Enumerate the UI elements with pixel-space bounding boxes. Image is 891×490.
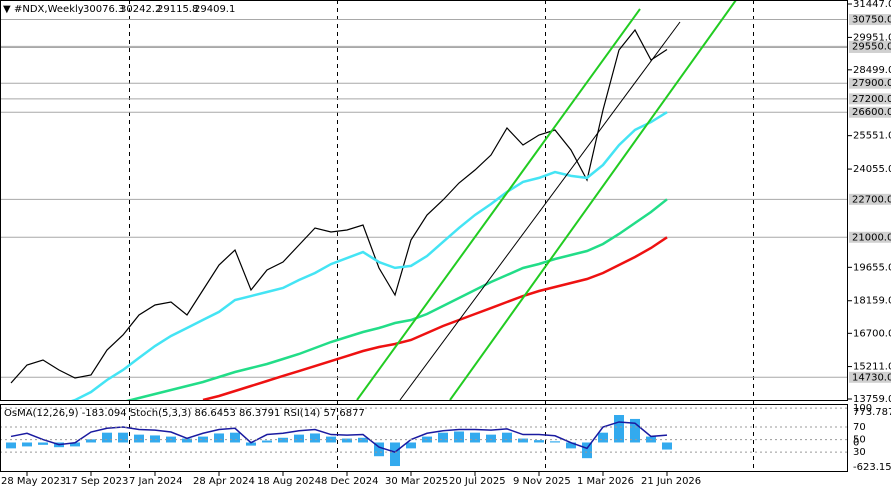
osma-bar [198, 436, 208, 443]
x-tick-label: 8 Dec 2024 [321, 476, 379, 487]
x-tick-label: 28 Apr 2024 [193, 476, 255, 487]
osma-bar [118, 432, 128, 443]
ohlc-value: 29115.8 [157, 4, 198, 15]
indicator-title: OsMA(12,26,9) -183.094 Stoch(5,3,3) 86.6… [4, 408, 365, 419]
main-plot [0, 19, 848, 400]
osma-bar [582, 442, 592, 459]
x-tick-label: 1 Mar 2026 [577, 476, 634, 487]
osma-bar [102, 432, 112, 443]
osma-bar [614, 415, 624, 443]
y-tick-label: 15211.0 [853, 362, 891, 373]
osma-bar [470, 432, 480, 443]
level-box [849, 40, 891, 52]
osma-bar [566, 442, 576, 449]
moving-average [71, 111, 668, 400]
y-tick-label: 28499.0 [853, 65, 891, 76]
indicator-tick-label: -623.151 [853, 462, 891, 473]
osma-bar [390, 442, 400, 467]
osma-bar [182, 438, 192, 443]
y-tick-label: 24055.0 [853, 164, 891, 175]
level-box [849, 77, 891, 89]
indicator-tick-label: 0 [853, 437, 859, 448]
x-tick-label: 9 Nov 2025 [513, 476, 571, 487]
x-tick-label: 7 Jan 2024 [129, 476, 183, 487]
level-box [849, 14, 891, 26]
level-label: 29550.0 [852, 41, 891, 52]
indicator-y2-label: 50 [853, 435, 866, 446]
ohlc-value: 30076.3 [83, 4, 124, 15]
x-tick-label: 20 Jul 2025 [449, 476, 506, 487]
osma-bar [38, 442, 48, 445]
osma-bar [70, 442, 80, 447]
osma-bar [534, 440, 544, 443]
osma-bar [630, 418, 640, 443]
level-label: 30750.0 [852, 15, 891, 26]
symbol-title: #NDX,Weekly [14, 4, 84, 15]
level-label: 27200.0 [852, 94, 891, 105]
indicator-plot [0, 407, 848, 467]
indicator-y2-label: 100 [853, 403, 872, 414]
osma-bar [342, 438, 352, 443]
osma-bar [246, 442, 256, 446]
osma-bar [550, 441, 560, 443]
level-label: 21000.0 [852, 232, 891, 243]
osma-bar [502, 432, 512, 443]
price-line [10, 28, 668, 384]
osma-bar [134, 434, 144, 443]
x-tick-label: 17 Sep 2023 [65, 476, 128, 487]
indicator-tick-label: 773.787 [853, 407, 891, 418]
frames [0, 0, 848, 472]
osma-bar [486, 434, 496, 443]
y-tick-label: 31447.0 [853, 0, 891, 10]
osma-bar [6, 442, 16, 449]
osma-bar [150, 435, 160, 443]
y-tick-label: 18159.0 [853, 296, 891, 307]
y-tick-label: 16700.0 [853, 328, 891, 339]
osma-bar [294, 434, 304, 443]
moving-average [125, 198, 668, 400]
level-label: 27900.0 [852, 78, 891, 89]
osma-bar [438, 432, 448, 443]
level-label: 26600.0 [852, 107, 891, 118]
x-tick-label: 21 Jun 2026 [641, 476, 701, 487]
osma-bar [598, 432, 608, 443]
osma-bar [374, 442, 384, 457]
osma-bar [358, 437, 368, 443]
osma-bar [214, 433, 224, 443]
level-box [849, 193, 891, 205]
x-tick-label: 18 Aug 2024 [257, 476, 321, 487]
indicator-y2-label: 30 [853, 447, 866, 458]
osma-bar [230, 432, 240, 443]
y-tick-label: 29951.0 [853, 32, 891, 43]
level-box [849, 106, 891, 118]
osma-bar [278, 437, 288, 443]
level-box [849, 93, 891, 105]
x-tick-label: 30 Mar 2025 [385, 476, 448, 487]
level-box [849, 231, 891, 243]
y-tick-label: 19655.0 [853, 262, 891, 273]
osma-bar [262, 440, 272, 443]
osma-bar [662, 442, 672, 450]
osma-bar [86, 439, 96, 443]
osma-bar [406, 442, 416, 449]
osma-bar [22, 442, 32, 447]
x-tick-label: 28 May 2023 [1, 476, 66, 487]
level-box [849, 371, 891, 383]
channel-lines [356, 0, 737, 400]
ohlc-value: 30242.2 [120, 4, 161, 15]
y-tick-label: 25551.0 [853, 131, 891, 142]
ohlc-value: 29409.1 [194, 4, 235, 15]
osma-bar [310, 433, 320, 443]
osma-bar [454, 431, 464, 443]
moving-average [202, 236, 668, 400]
y-tick-label: 13759.0 [853, 394, 891, 405]
indicator-y2-label: 70 [853, 422, 866, 433]
menu-arrow[interactable]: ▼ [3, 4, 11, 15]
period-separators [129, 0, 754, 472]
level-label: 22700.0 [852, 194, 891, 205]
osma-bar [518, 438, 528, 443]
level-label: 14730.0 [852, 372, 891, 383]
